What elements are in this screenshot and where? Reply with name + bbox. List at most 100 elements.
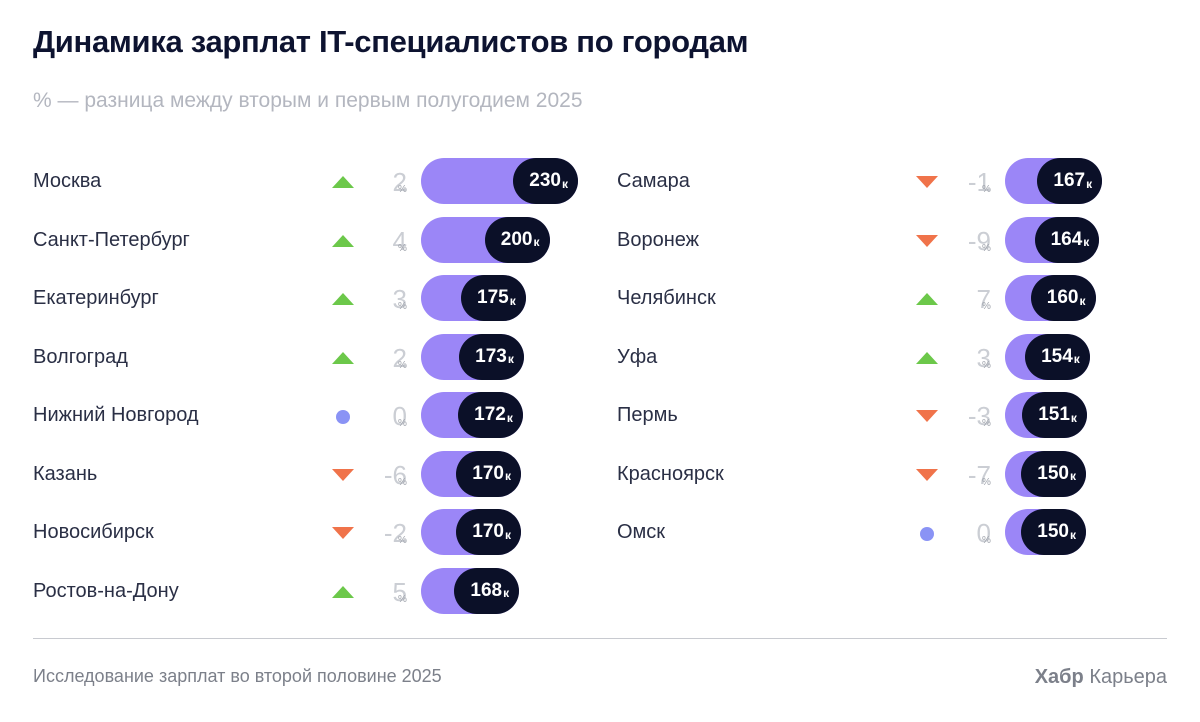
salary-label: 151 к [1022,392,1087,438]
salary-label: 154 к [1025,333,1090,380]
city-name: Пермь [617,404,678,426]
city-row: Волгоград 2% 173 к [33,333,593,380]
salary-value: 173 [475,345,507,367]
salary-bar: 170 к [421,450,521,497]
change-value: 7 [976,284,991,314]
salary-bar: 172 к [421,392,523,438]
salary-label: 175 к [461,275,526,321]
city-name: Красноярск [617,462,724,485]
change-value: 0 [392,401,407,431]
footer-divider [33,638,1167,639]
salary-value: 150 [1037,462,1069,484]
salary-unit: к [1079,293,1086,308]
change-unit: % [982,301,991,312]
city-name: Уфа [617,345,658,368]
salary-unit: к [507,352,514,366]
salary-unit: к [503,586,510,600]
salary-unit: к [1070,410,1077,425]
salary-unit: к [509,293,516,308]
city-name: Новосибирск [33,521,154,543]
city-row: Воронеж -9% 164 к [617,216,1177,263]
city-row: Новосибирск -2% 170 к [33,509,593,555]
trend-down-icon [332,467,354,483]
salary-label: 168 к [454,567,520,614]
city-name: Екатеринбург [33,287,159,309]
salary-bar: 200 к [421,216,550,263]
salary-label: 160 к [1030,275,1096,321]
chart-title: Динамика зарплат IT-специалистов по горо… [33,24,749,59]
salary-value: 172 [474,404,506,425]
salary-value: 164 [1050,228,1083,250]
salary-bar: 150 к [1005,509,1086,555]
change-unit: % [982,242,991,254]
change-value: 2 [392,167,407,197]
change-value: 0 [976,518,991,548]
change-value: 5 [392,576,407,607]
change-unit: % [398,301,407,312]
brand-rest: Карьера [1089,666,1167,688]
salary-label: 172 к [458,392,523,438]
change-unit: % [982,418,991,429]
city-name: Ростов-на-Дону [33,579,179,602]
salary-bar: 164 к [1005,216,1100,263]
city-row: Красноярск -7% 150 к [617,450,1177,497]
change-unit: % [982,184,991,195]
city-name: Челябинск [617,287,716,309]
salary-value: 154 [1041,345,1073,367]
salary-unit: к [1069,527,1076,542]
trend-up-icon [332,584,354,600]
salary-label: 170 к [456,450,521,497]
salary-value: 170 [472,462,504,484]
salary-label: 150 к [1021,450,1086,497]
salary-bar: 175 к [421,275,526,321]
trend-up-icon [332,291,354,307]
salary-bar: 160 к [1005,275,1096,321]
salary-value: 151 [1038,404,1070,425]
salary-label: 164 к [1034,216,1100,263]
salary-unit: к [504,527,511,542]
change-unit: % [398,242,407,254]
trend-up-icon [332,174,354,190]
chart-subtitle: % — разница между вторым и первым полуго… [33,89,583,112]
salary-label: 167 к [1037,158,1103,204]
change-value: -2 [383,518,407,548]
change-unit: % [398,535,407,546]
city-row: Москва 2% 230 к [33,158,593,204]
change-unit: % [398,593,407,605]
change-value: 3 [392,284,407,314]
column-left: Москва 2% 230 к Санкт-Петербург 4% 200 к Екатери… [33,158,593,626]
city-row: Пермь -3% 151 к [617,392,1177,438]
salary-bar: 230 к [421,158,578,204]
salary-unit: к [1073,352,1080,366]
column-right: Самара -1% 167 к Воронеж -9% 164 к Челябинск 7% 16… [617,158,1177,568]
city-name: Казань [33,462,98,485]
salary-value: 167 [1053,170,1086,191]
salary-unit: к [1069,469,1076,483]
salary-value: 160 [1046,287,1079,308]
trend-flat-icon [332,408,354,424]
trend-down-icon [916,467,938,483]
change-value: -6 [383,459,407,490]
salary-bar: 170 к [421,509,521,555]
salary-value: 168 [470,579,503,601]
salary-bar: 173 к [421,333,524,380]
salary-bar: 151 к [1005,392,1087,438]
city-name: Самара [617,170,690,192]
change-value: -1 [967,167,991,197]
trend-down-icon [916,408,938,424]
trend-down-icon [916,233,938,249]
salary-unit: к [506,410,513,425]
salary-bar: 168 к [421,567,520,614]
change-unit: % [398,476,407,488]
city-name: Москва [33,170,102,192]
change-value: -7 [967,459,991,490]
change-value: 2 [392,342,407,373]
salary-value: 150 [1037,521,1069,542]
city-row: Челябинск 7% 160 к [617,275,1177,321]
trend-up-icon [916,291,938,307]
change-unit: % [398,418,407,429]
change-unit: % [982,535,991,546]
salary-label: 170 к [456,509,521,555]
salary-label: 200 к [484,216,550,263]
brand-logo: Хабр Карьера [1035,666,1167,689]
